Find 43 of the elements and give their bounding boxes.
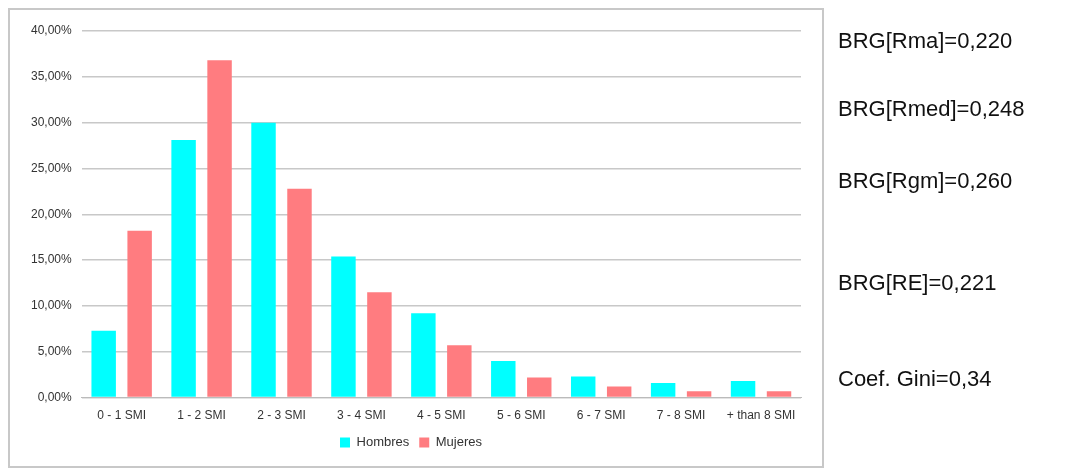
text: BRG[Rgm]=0,260 [838,168,1013,194]
bar [331,256,356,397]
y-tick-label: 0,00% [37,389,73,404]
x-tick-label: 2 - 3 SMI [257,408,306,423]
bar [207,60,232,397]
x-tick-label: 4 - 5 SMI [417,408,466,423]
bar [127,230,152,397]
y-tick-label: 10,00% [31,298,73,313]
x-tick-label: + than 8 SMI [726,408,796,423]
x-tick-label: 1 - 2 SMI [177,408,226,423]
y-tick-label: 5,00% [37,344,73,359]
legend-label: Mujeres [435,434,483,450]
y-tick-label: 40,00% [31,23,73,38]
bar [686,391,712,397]
bar [766,391,792,397]
y-tick-label: 35,00% [31,69,73,84]
text: BRG[Rma]=0,220 [838,28,1013,54]
x-tick-label: 5 - 6 SMI [496,408,546,423]
bar [606,386,632,397]
bar [730,381,756,397]
bar [367,292,392,397]
y-tick-label: 15,00% [31,252,73,267]
bar [570,376,596,397]
text: BRG[RE]=0,221 [838,270,997,296]
bar [527,377,552,397]
bar [91,330,116,397]
bar [171,140,196,397]
legend-label: Hombres [356,434,410,450]
x-tick-label: 6 - 7 SMI [576,408,626,423]
y-tick-label: 25,00% [31,160,73,175]
bar [287,188,312,397]
x-tick-label: 7 - 8 SMI [656,408,706,423]
bar [491,360,516,397]
bar [650,382,676,397]
bar [251,122,276,397]
text: Coef. Gini=0,34 [838,366,992,392]
bar [411,313,436,397]
x-tick-label: 3 - 4 SMI [337,408,386,423]
y-tick-label: 30,00% [31,114,73,129]
bar [447,345,472,397]
x-tick-label: 0 - 1 SMI [97,408,146,423]
y-tick-label: 20,00% [31,206,73,221]
text: BRG[Rmed]=0,248 [838,96,1025,122]
